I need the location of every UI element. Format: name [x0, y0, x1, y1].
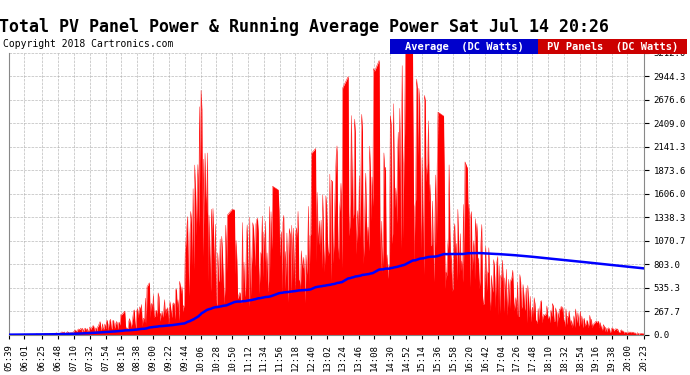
Text: Copyright 2018 Cartronics.com: Copyright 2018 Cartronics.com	[3, 39, 174, 50]
Text: PV Panels  (DC Watts): PV Panels (DC Watts)	[546, 42, 678, 52]
Text: Total PV Panel Power & Running Average Power Sat Jul 14 20:26: Total PV Panel Power & Running Average P…	[0, 17, 609, 36]
Text: Average  (DC Watts): Average (DC Watts)	[404, 42, 524, 52]
